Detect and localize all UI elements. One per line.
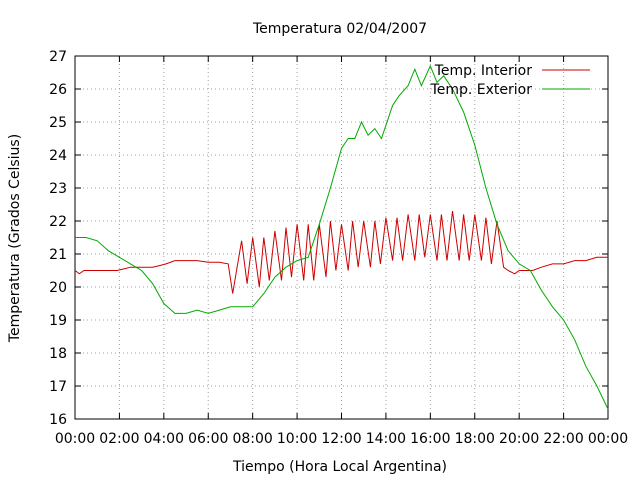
x-tick-label: 00:00 xyxy=(588,431,628,447)
legend-label-exterior: Temp. Exterior xyxy=(430,82,533,98)
series-line-exterior xyxy=(75,64,609,410)
y-tick-label: 20 xyxy=(49,280,67,296)
y-tick-label: 23 xyxy=(49,181,67,197)
y-tick-label: 17 xyxy=(49,379,67,395)
x-tick-label: 00:00 xyxy=(55,431,95,447)
x-tick-label: 08:00 xyxy=(232,431,272,447)
x-tick-label: 14:00 xyxy=(366,431,406,447)
x-tick-label: 06:00 xyxy=(188,431,228,447)
y-tick-label: 25 xyxy=(49,115,67,131)
x-tick-label: 02:00 xyxy=(99,431,139,447)
x-tick-label: 20:00 xyxy=(499,431,539,447)
x-tick-label: 04:00 xyxy=(144,431,184,447)
legend-label-interior: Temp. Interior xyxy=(434,63,533,79)
y-tick-label: 24 xyxy=(49,148,67,164)
legend: Temp. Interior Temp. Exterior xyxy=(430,63,590,98)
y-tick-label: 18 xyxy=(49,346,67,362)
grid xyxy=(75,56,608,419)
y-tick-label: 16 xyxy=(49,412,67,428)
x-tick-label: 18:00 xyxy=(455,431,495,447)
x-tick-label: 10:00 xyxy=(277,431,317,447)
chart-title: Temperatura 02/04/2007 xyxy=(252,21,427,37)
x-axis-label: Tiempo (Hora Local Argentina) xyxy=(232,459,447,475)
x-tick-label: 16:00 xyxy=(410,431,450,447)
y-tick-label: 27 xyxy=(49,49,67,65)
y-tick-label: 26 xyxy=(49,82,67,98)
x-tick-label: 22:00 xyxy=(543,431,583,447)
series-line-interior xyxy=(74,211,608,294)
y-axis-label: Temperatura (Grados Celsius) xyxy=(7,134,23,343)
series-lines xyxy=(74,64,609,410)
y-tick-label: 22 xyxy=(49,214,67,230)
y-tick-label: 21 xyxy=(49,247,67,263)
x-tick-label: 12:00 xyxy=(321,431,361,447)
y-tick-label: 19 xyxy=(49,313,67,329)
